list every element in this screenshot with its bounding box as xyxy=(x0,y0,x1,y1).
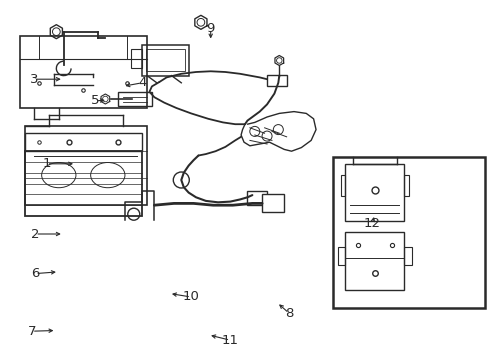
Bar xyxy=(24,151,142,216)
Bar xyxy=(24,133,142,151)
Bar xyxy=(20,36,147,108)
Bar xyxy=(341,175,345,196)
Bar xyxy=(131,49,142,68)
Text: 6: 6 xyxy=(31,267,40,280)
Bar xyxy=(247,191,267,205)
Bar xyxy=(267,75,287,86)
Bar xyxy=(118,92,152,106)
Text: 12: 12 xyxy=(364,217,381,230)
Text: 4: 4 xyxy=(138,76,147,89)
Bar xyxy=(404,247,412,265)
Bar xyxy=(338,247,345,265)
Bar xyxy=(146,49,185,71)
Text: 11: 11 xyxy=(222,334,239,347)
Text: 1: 1 xyxy=(42,157,51,170)
Text: 7: 7 xyxy=(27,325,36,338)
Text: 10: 10 xyxy=(183,291,199,303)
Bar xyxy=(345,232,404,290)
Text: 3: 3 xyxy=(30,73,39,86)
Bar xyxy=(24,126,147,205)
Bar xyxy=(262,194,284,212)
Bar xyxy=(333,157,485,308)
Bar xyxy=(142,45,189,76)
Text: 9: 9 xyxy=(206,22,215,35)
Text: 5: 5 xyxy=(91,94,100,107)
Text: 8: 8 xyxy=(285,307,294,320)
Bar xyxy=(404,175,409,196)
Bar xyxy=(345,164,404,221)
Text: 2: 2 xyxy=(31,228,40,240)
